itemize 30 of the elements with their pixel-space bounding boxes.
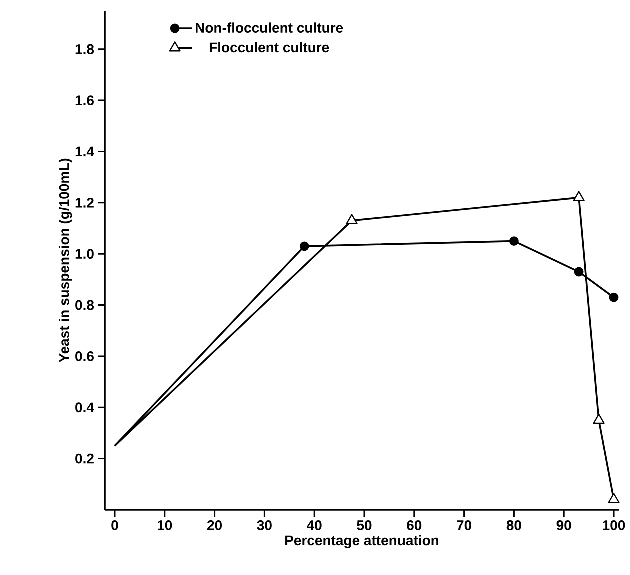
y-tick-label: 1.0	[76, 249, 94, 260]
point	[593, 414, 605, 424]
point	[510, 236, 519, 246]
y-tick-label: 0.6	[76, 351, 94, 362]
x-tick-label: 20	[207, 520, 222, 530]
x-tick-label: 70	[457, 520, 472, 530]
x-tick-label: 40	[307, 520, 322, 530]
point	[300, 242, 310, 252]
y-tick-label: 1.8	[76, 44, 94, 54]
x-tick-label: 80	[506, 520, 522, 530]
legend-label: Flocculent culture	[210, 42, 330, 53]
y-tick-label: 0.8	[76, 300, 94, 310]
x-tick-label: 30	[257, 520, 272, 530]
point	[609, 292, 619, 302]
x-tick-label: 0	[112, 520, 118, 530]
y-tick-label: 1.4	[76, 146, 94, 157]
x-axis-title: Percentage attenuation	[286, 535, 439, 548]
x-tick-label: 100	[603, 520, 626, 530]
point	[608, 493, 620, 504]
y-axis-title: Yeast in suspension (g/100mL)	[59, 158, 72, 363]
x-tick-label: 50	[357, 520, 372, 530]
y-tick-label: 1.6	[76, 96, 94, 106]
x-tick-label: 90	[556, 520, 572, 530]
x-tick-label: 10	[158, 520, 172, 530]
y-tick-label: 1.2	[76, 198, 94, 208]
y-tick-label: 0.4	[76, 402, 94, 413]
legend-label: Non-flocculent culture	[196, 22, 344, 33]
point	[574, 267, 584, 277]
y-tick-label: 0.2	[76, 454, 94, 464]
x-tick-label: 60	[407, 520, 422, 530]
